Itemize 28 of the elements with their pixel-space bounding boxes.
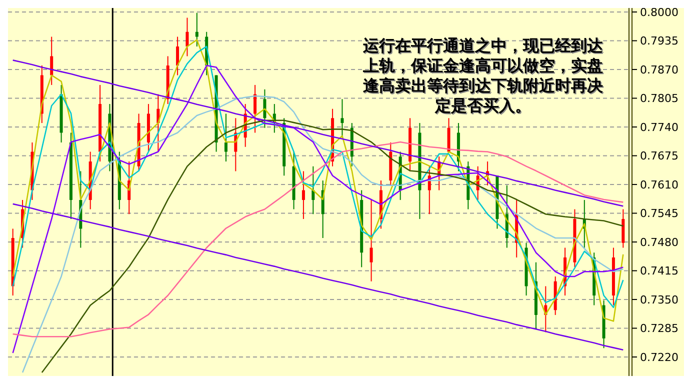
- y-tick-label: 0.7675: [640, 150, 678, 163]
- y-tick-label: 0.7480: [640, 236, 678, 249]
- candlestick: [254, 84, 257, 134]
- candlestick: [50, 36, 54, 86]
- candlestick: [370, 199, 373, 282]
- y-tick-label: 0.7350: [640, 293, 678, 306]
- y-tick-label: 0.7545: [640, 207, 678, 220]
- line-series: [12, 141, 624, 338]
- y-tick-label: 0.7415: [640, 264, 678, 278]
- candlestick: [447, 118, 450, 152]
- y-tick-label: 0.7935: [640, 34, 678, 48]
- candlestick: [622, 208, 625, 248]
- candlestick: [263, 88, 266, 128]
- y-tick-label: 0.7805: [640, 92, 678, 106]
- candlestick: [176, 36, 180, 76]
- candlestick: [340, 98, 344, 138]
- y-tick-label: 0.7740: [640, 120, 678, 134]
- y-tick-label: 0.7870: [640, 63, 678, 76]
- candlestick: [312, 166, 315, 215]
- candlestick: [302, 170, 305, 220]
- y-tick-label: 0.8000: [640, 6, 678, 19]
- y-tick-label: 0.7610: [640, 178, 678, 192]
- candlestick: [195, 12, 198, 47]
- y-tick-label: 0.7220: [640, 350, 678, 364]
- candlestick: [186, 17, 189, 57]
- y-tick-label: 0.7285: [640, 322, 678, 336]
- candlestick: [224, 113, 228, 162]
- line-series: [12, 203, 624, 351]
